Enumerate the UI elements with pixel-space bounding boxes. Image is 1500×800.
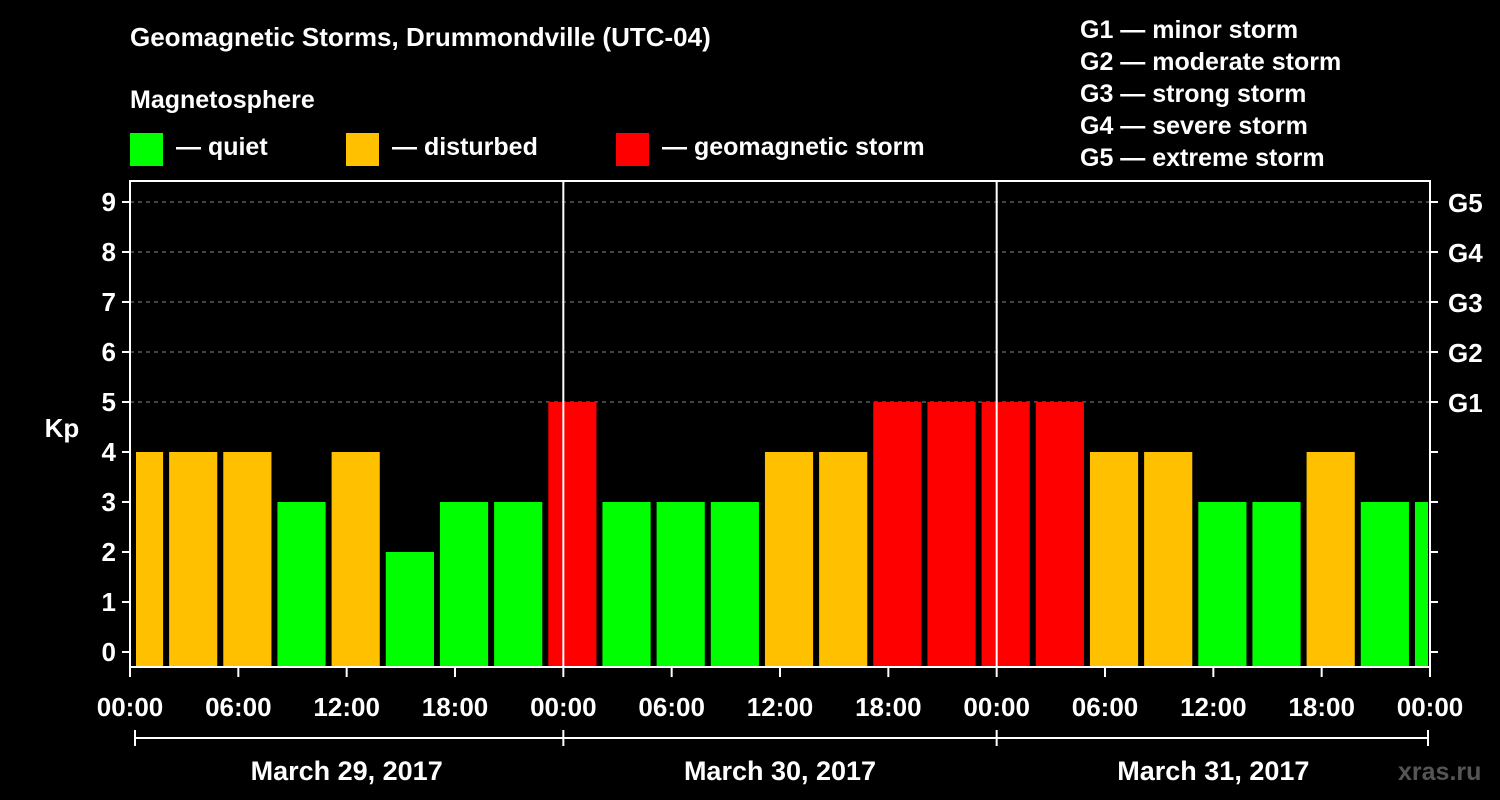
y-tick-label-2: 2 [102, 537, 116, 567]
y-tick-label-3: 3 [102, 487, 116, 517]
storm-level-legend: G1 — minor storm G2 — moderate storm G3 … [1080, 14, 1341, 174]
x-tick-label-0: 00:00 [97, 692, 164, 722]
y-tick-label-4: 4 [102, 437, 117, 467]
watermark: xras.ru [1398, 758, 1482, 786]
x-tick-label-3: 18:00 [422, 692, 489, 722]
date-label-2: March 31, 2017 [1117, 756, 1309, 786]
kp-bar-3 [277, 502, 326, 667]
kp-bar-20 [1198, 502, 1247, 667]
kp-bar-5 [385, 552, 434, 667]
y-tick-label-1: 1 [102, 587, 116, 617]
kp-bar-23 [1360, 502, 1409, 667]
storm-level-g4: G4 — severe storm [1080, 112, 1308, 140]
x-tick-label-7: 18:00 [855, 692, 922, 722]
storm-level-g3: G3 — strong storm [1080, 80, 1307, 108]
x-tick-label-12: 00:00 [1397, 692, 1464, 722]
legend-disturbed-label: — disturbed [392, 133, 538, 161]
kp-bar-16 [981, 402, 1030, 667]
kp-bar-4 [331, 452, 380, 667]
kp-bar-17 [1035, 402, 1084, 667]
x-tick-label-8: 00:00 [963, 692, 1030, 722]
x-tick-label-4: 00:00 [530, 692, 597, 722]
x-tick-label-5: 06:00 [638, 692, 705, 722]
x-tick-label-11: 18:00 [1288, 692, 1355, 722]
kp-bar-18 [1089, 452, 1139, 667]
y-tick-label-6: 6 [102, 337, 116, 367]
y-tick-label-9: 9 [102, 187, 116, 217]
right-axis-label-g5: G5 [1448, 188, 1483, 218]
storm-level-g1: G1 — minor storm [1080, 16, 1299, 44]
kp-bar-11 [710, 502, 759, 667]
kp-bar-21 [1252, 502, 1301, 667]
storm-level-g5: G5 — extreme storm [1080, 144, 1325, 172]
legend-disturbed-swatch [346, 133, 379, 166]
kp-bar-14 [873, 402, 922, 667]
legend-quiet-swatch [130, 133, 163, 166]
legend-storm-swatch [616, 133, 649, 166]
kp-bar-13 [819, 452, 868, 667]
x-tick-label-6: 12:00 [747, 692, 814, 722]
storm-level-g2: G2 — moderate storm [1080, 48, 1342, 76]
right-axis-label-g3: G3 [1448, 288, 1483, 318]
kp-bar-0 [136, 452, 164, 667]
kp-bar-8 [548, 402, 597, 667]
right-axis-label-g2: G2 [1448, 338, 1483, 368]
x-tick-label-1: 06:00 [205, 692, 272, 722]
y-tick-label-0: 0 [102, 637, 116, 667]
kp-bar-1 [169, 452, 218, 667]
right-axis-label-g4: G4 [1448, 238, 1483, 268]
x-tick-label-2: 12:00 [313, 692, 380, 722]
chart-title: Geomagnetic Storms, Drummondville (UTC-0… [130, 22, 711, 52]
legend-quiet-label: — quiet [176, 133, 268, 161]
kp-bar-12 [764, 452, 814, 667]
right-axis-label-g1: G1 [1448, 388, 1483, 418]
kp-bar-2 [223, 452, 272, 667]
y-tick-label-8: 8 [102, 237, 116, 267]
y-tick-label-7: 7 [102, 287, 116, 317]
date-label-0: March 29, 2017 [251, 756, 443, 786]
y-axis-label: Kp [45, 413, 80, 443]
chart-subtitle: Magnetosphere [130, 86, 315, 114]
kp-bar-7 [494, 502, 543, 667]
kp-bar-15 [927, 402, 976, 667]
kp-bar-10 [656, 502, 705, 667]
x-tick-label-9: 06:00 [1072, 692, 1139, 722]
date-label-1: March 30, 2017 [684, 756, 876, 786]
kp-bar-9 [602, 502, 651, 667]
kp-bar-22 [1306, 452, 1355, 667]
kp-bar-24 [1414, 502, 1428, 667]
x-tick-label-10: 12:00 [1180, 692, 1247, 722]
y-tick-label-5: 5 [102, 387, 116, 417]
kp-bar-6 [439, 502, 489, 667]
legend-storm-label: — geomagnetic storm [662, 133, 925, 161]
kp-bar-19 [1144, 452, 1193, 667]
